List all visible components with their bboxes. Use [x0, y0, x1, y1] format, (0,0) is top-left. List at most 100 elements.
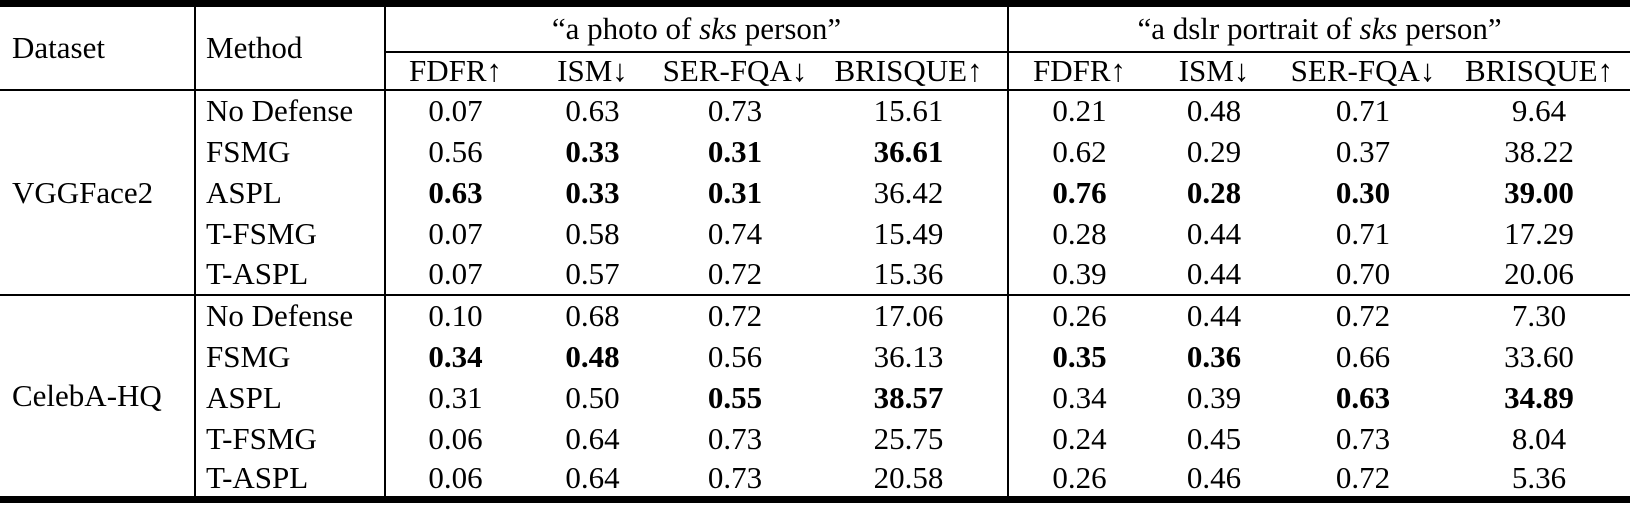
value-cell: 0.44 — [1150, 293, 1279, 336]
value-cell: 0.26 — [1052, 459, 1107, 495]
col-group-header-photo-prompt: “a photo of sks person” — [385, 3, 1010, 53]
value-cell: 0.39 — [1052, 256, 1107, 291]
value-cell: 0.37 — [1335, 133, 1391, 169]
col-header-ism: ISM↓ — [1150, 51, 1279, 91]
value-cell: 0.31 — [428, 379, 483, 415]
method-cell: FSMG — [195, 335, 386, 377]
value-cell: 0.72 — [660, 293, 810, 336]
value-cell: 0.71 — [1335, 93, 1391, 128]
value-cell: 0.50 — [565, 379, 620, 415]
col-header-ism: ISM↓ — [525, 51, 660, 91]
value-cell: 0.76 — [1052, 174, 1107, 210]
value-cell: 20.58 — [810, 458, 1010, 500]
value-cell: 0.56 — [707, 338, 763, 374]
value-cell: 0.26 — [1008, 293, 1151, 336]
value-cell: 0.34 — [1052, 379, 1107, 415]
value-cell: 36.13 — [810, 335, 1010, 377]
value-cell: 0.07 — [428, 93, 483, 128]
value-cell: 0.66 — [1335, 338, 1391, 374]
value-cell: 0.58 — [565, 215, 620, 251]
value-cell: 0.64 — [565, 459, 620, 495]
value-cell: 0.72 — [707, 256, 763, 291]
value-cell: 0.07 — [428, 256, 483, 291]
value-cell: 15.36 — [810, 253, 1010, 295]
value-cell: 0.33 — [565, 133, 620, 169]
table-row: FSMG 0.34 0.48 0.56 36.13 0.35 0.36 0.66… — [0, 335, 1630, 377]
value-cell: 0.57 — [565, 256, 620, 291]
value-cell: 0.64 — [565, 420, 620, 456]
col-header-dataset: Dataset — [0, 3, 196, 91]
value-cell: 8.04 — [1511, 420, 1567, 456]
value-cell: 15.49 — [810, 212, 1010, 254]
method-cell: ASPL — [195, 171, 386, 213]
value-cell: 0.06 — [428, 459, 483, 495]
prompt-token-sks: sks — [1359, 11, 1398, 47]
value-cell: 0.73 — [707, 459, 763, 495]
value-cell: 17.06 — [810, 293, 1010, 336]
value-cell: 7.30 — [1448, 293, 1630, 336]
dataset-cell: VGGFace2 — [0, 89, 196, 295]
value-cell: 0.48 — [1186, 93, 1242, 128]
table-row: ASPL 0.31 0.50 0.55 38.57 0.34 0.39 0.63… — [0, 376, 1630, 418]
value-cell: 0.33 — [565, 174, 620, 210]
value-cell: 0.63 — [565, 93, 620, 128]
value-cell: 0.63 — [428, 174, 483, 210]
value-cell: 0.35 — [1052, 338, 1107, 374]
value-cell: 0.74 — [707, 215, 763, 251]
value-cell: 0.45 — [1186, 420, 1242, 456]
value-cell: 34.89 — [1504, 379, 1574, 415]
table-row: FSMG 0.56 0.33 0.31 36.61 0.62 0.29 0.37… — [0, 130, 1630, 172]
value-cell: 25.75 — [810, 417, 1010, 459]
method-cell: T-FSMG — [195, 212, 386, 254]
value-cell: 0.73 — [707, 93, 763, 128]
value-cell: 0.72 — [1335, 459, 1391, 495]
prompt-token-sks: sks — [699, 11, 737, 47]
value-cell: 0.48 — [565, 338, 620, 374]
col-header-brisque: BRISQUE↑ — [810, 51, 1010, 91]
value-cell: 0.31 — [707, 174, 763, 210]
prompt-text-post: person” — [736, 11, 842, 47]
value-cell: 0.73 — [1335, 420, 1391, 456]
value-cell: 0.39 — [1186, 379, 1242, 415]
value-cell: 17.29 — [1504, 215, 1574, 251]
value-cell: 0.73 — [707, 420, 763, 456]
value-cell: 0.71 — [1335, 215, 1391, 251]
value-cell: 39.00 — [1504, 174, 1574, 210]
prompt-text-pre: “a photo of — [551, 11, 700, 47]
col-header-serfqa: SER-FQA↓ — [660, 51, 810, 91]
value-cell: 36.61 — [810, 130, 1010, 172]
col-header-brisque: BRISQUE↑ — [1448, 51, 1630, 91]
col-header-serfqa: SER-FQA↓ — [1278, 51, 1449, 91]
method-cell: T-FSMG — [195, 417, 386, 459]
value-cell: 0.46 — [1186, 459, 1242, 495]
table-row: T-ASPL 0.07 0.57 0.72 15.36 0.39 0.44 0.… — [0, 253, 1630, 295]
value-cell: 0.28 — [1052, 215, 1107, 251]
value-cell: 0.55 — [707, 379, 763, 415]
method-cell: T-ASPL — [195, 458, 386, 500]
value-cell: 0.24 — [1052, 420, 1107, 456]
method-cell: FSMG — [195, 130, 386, 172]
value-cell: 38.22 — [1504, 133, 1574, 169]
value-cell: 0.07 — [428, 215, 483, 251]
table-row: T-ASPL 0.06 0.64 0.73 20.58 0.26 0.46 0.… — [0, 458, 1630, 500]
value-cell: 0.29 — [1186, 133, 1242, 169]
value-cell: 0.28 — [1186, 174, 1242, 210]
value-cell: 0.44 — [1186, 256, 1242, 291]
value-cell: 38.57 — [810, 376, 1010, 418]
method-cell: T-ASPL — [195, 253, 386, 295]
value-cell: 0.30 — [1335, 174, 1391, 210]
col-group-header-dslr-prompt: “a dslr portrait of sks person” — [1008, 3, 1630, 53]
prompt-text-pre: “a dslr portrait of — [1137, 11, 1360, 47]
table-row: T-FSMG 0.06 0.64 0.73 25.75 0.24 0.45 0.… — [0, 417, 1630, 459]
header-row-metrics: FDFR↑ ISM↓ SER-FQA↓ BRISQUE↑ FDFR↑ ISM↓ … — [0, 51, 1630, 91]
col-header-fdfr: FDFR↑ — [1008, 51, 1151, 91]
value-cell: 0.56 — [428, 133, 483, 169]
value-cell: 20.06 — [1504, 256, 1574, 291]
value-cell: 15.61 — [810, 89, 1010, 131]
dataset-cell: CelebA-HQ — [0, 293, 196, 500]
prompt-text-post: person” — [1397, 11, 1502, 47]
value-cell: 0.34 — [428, 338, 483, 374]
col-header-fdfr: FDFR↑ — [385, 51, 525, 91]
value-cell: 9.64 — [1511, 93, 1567, 128]
method-cell: No Defense — [195, 89, 386, 131]
